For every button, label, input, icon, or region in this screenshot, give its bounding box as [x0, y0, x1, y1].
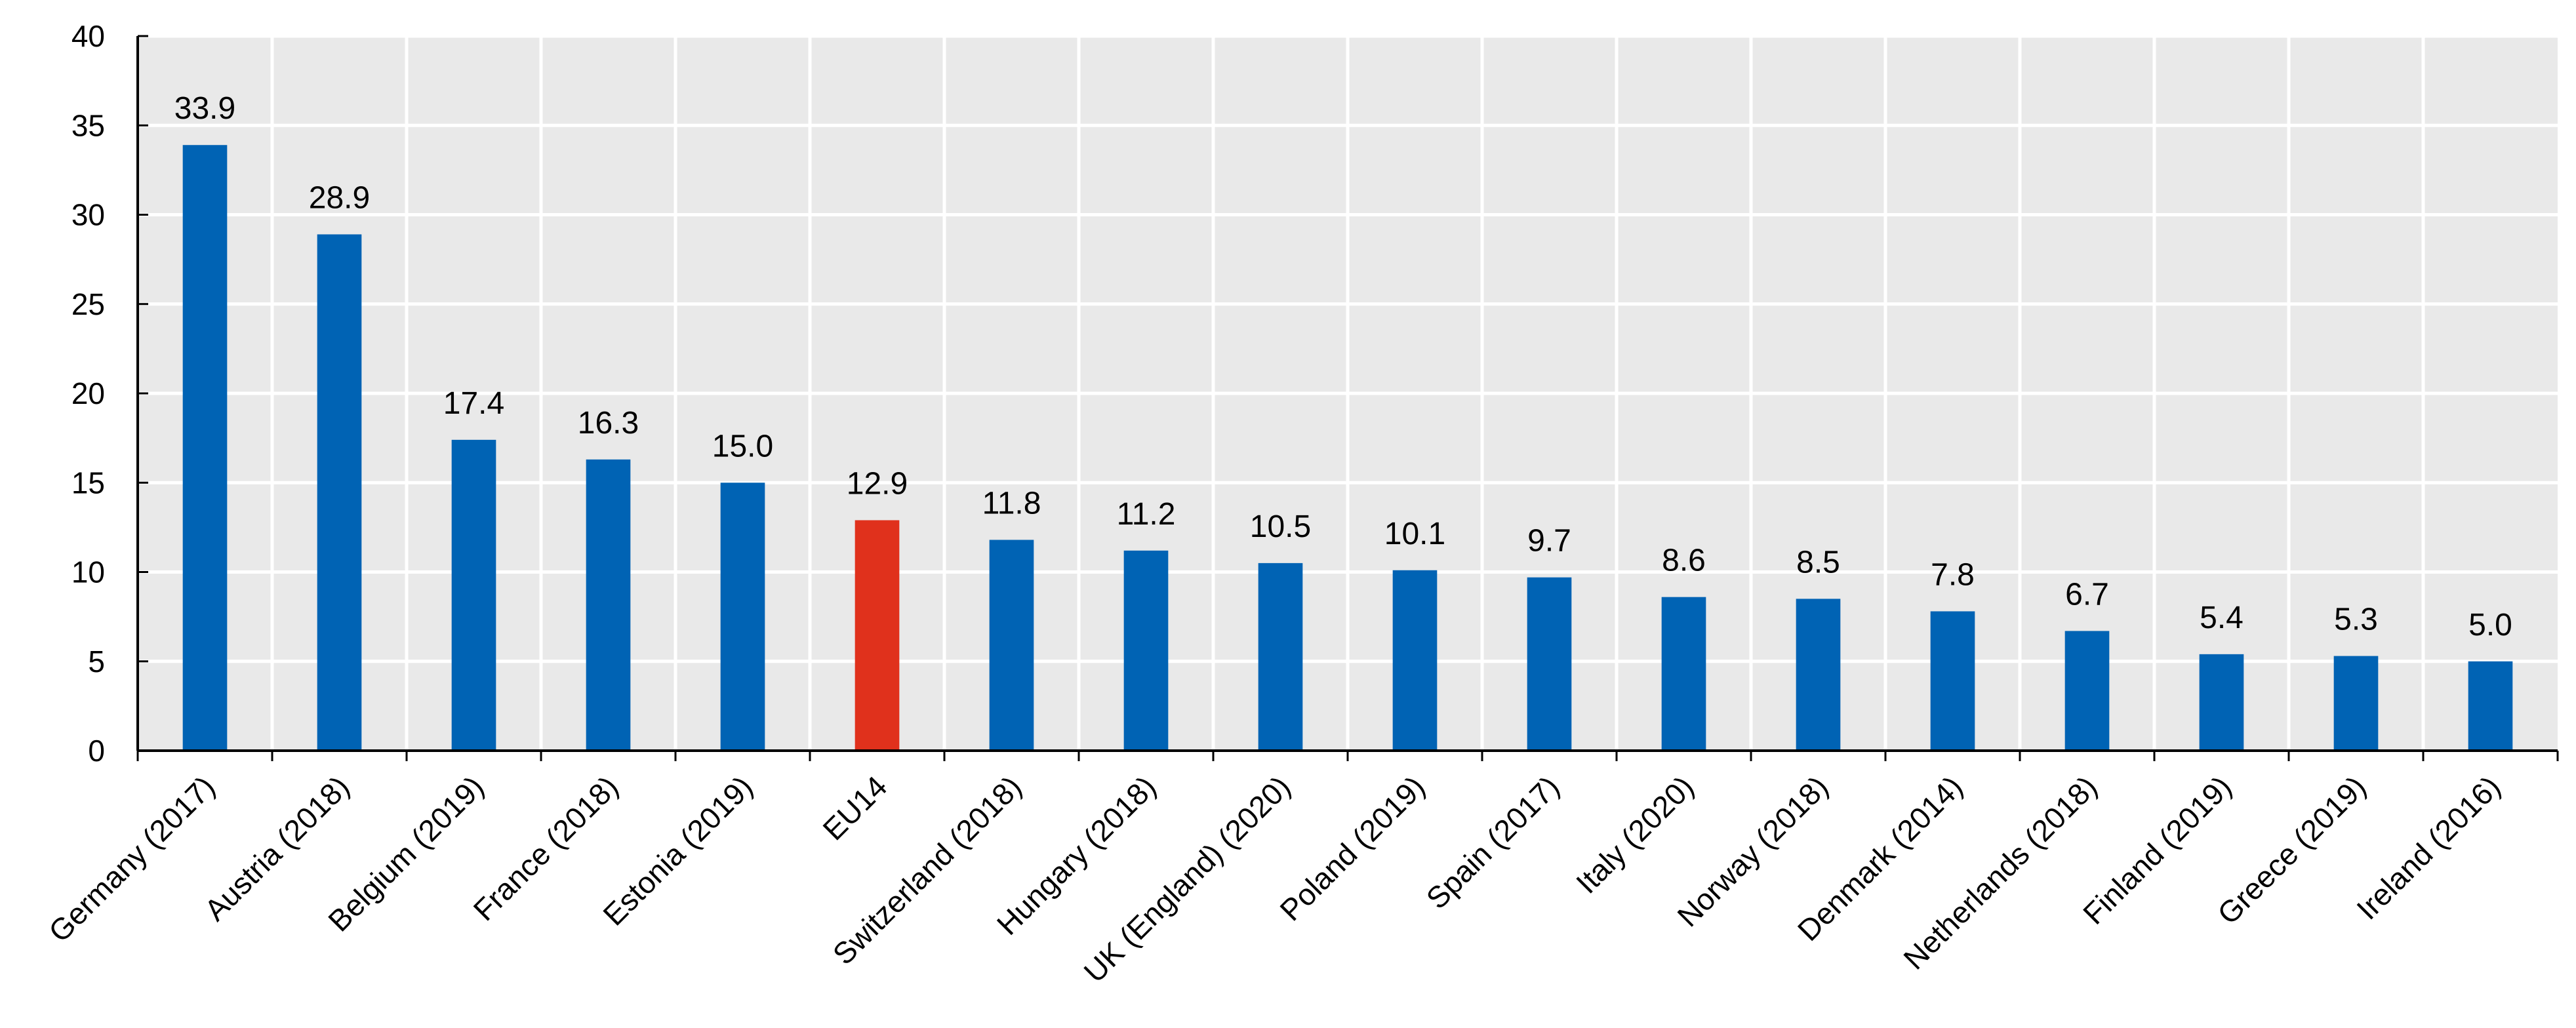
y-tick-label: 15: [71, 465, 105, 500]
bar: [989, 540, 1034, 751]
y-tick-label: 35: [71, 108, 105, 142]
data-label: 11.2: [1117, 497, 1176, 532]
data-label: 33.9: [174, 91, 235, 126]
bar: [1123, 550, 1169, 751]
bar: [451, 439, 496, 751]
x-tick-label: Ireland (2016): [2350, 769, 2506, 926]
x-tick-label: EU14: [816, 769, 893, 846]
bar: [317, 234, 362, 751]
data-label: 8.6: [1662, 544, 1706, 578]
data-label: 7.8: [1931, 557, 1975, 592]
data-label: 16.3: [578, 406, 639, 441]
data-label: 9.7: [1527, 524, 1571, 559]
data-label: 12.9: [847, 466, 908, 501]
bar: [1661, 597, 1706, 751]
data-labels: 33.9 28.9 17.4 16.3 15.0 12.9 11.8 11.2 10.5 10.1…: [174, 91, 2512, 642]
bars: [182, 145, 2513, 751]
bar: [1258, 563, 1303, 751]
x-tick-label: Germany (2017): [42, 769, 222, 949]
bar: [2064, 631, 2110, 751]
bar: [182, 145, 228, 751]
y-axis-ticks: 0 5 10 15 20 25 30 35 40: [71, 19, 148, 768]
data-label: 5.3: [2334, 603, 2378, 637]
bar: [2333, 656, 2379, 751]
bar: [720, 483, 765, 751]
data-label: 10.1: [1384, 517, 1445, 551]
x-axis-labels: Germany (2017)Austria (2018)Belgium (201…: [42, 769, 2507, 989]
x-tick-label: Italy (2020): [1569, 769, 1700, 900]
bar: [586, 459, 631, 751]
y-tick-label: 5: [88, 644, 105, 679]
data-label: 5.4: [2200, 601, 2244, 635]
gridlines: [138, 34, 2558, 751]
data-label: 5.0: [2468, 608, 2512, 642]
y-tick-label: 10: [71, 555, 105, 589]
y-tick-label: 20: [71, 376, 105, 410]
bar: [1392, 570, 1438, 751]
data-label: 28.9: [309, 180, 370, 215]
bar: [1930, 611, 1975, 751]
x-tick-label: Poland (2019): [1273, 769, 1431, 927]
bar: [2199, 654, 2244, 751]
y-tick-label: 40: [71, 19, 105, 53]
x-tick-label: Spain (2017): [1420, 769, 1566, 915]
bar: [2468, 661, 2513, 751]
y-tick-label: 25: [71, 287, 105, 321]
bar: [1527, 577, 1572, 751]
bar: [855, 520, 900, 751]
data-label: 15.0: [712, 429, 773, 464]
data-label: 8.5: [1796, 545, 1840, 580]
bar: [1796, 599, 1841, 751]
y-tick-label: 30: [71, 198, 105, 232]
y-tick-label: 0: [88, 734, 105, 768]
data-label: 10.5: [1250, 509, 1311, 544]
data-label: 11.8: [982, 486, 1041, 521]
data-label: 6.7: [2065, 577, 2109, 612]
data-label: 17.4: [443, 386, 504, 421]
